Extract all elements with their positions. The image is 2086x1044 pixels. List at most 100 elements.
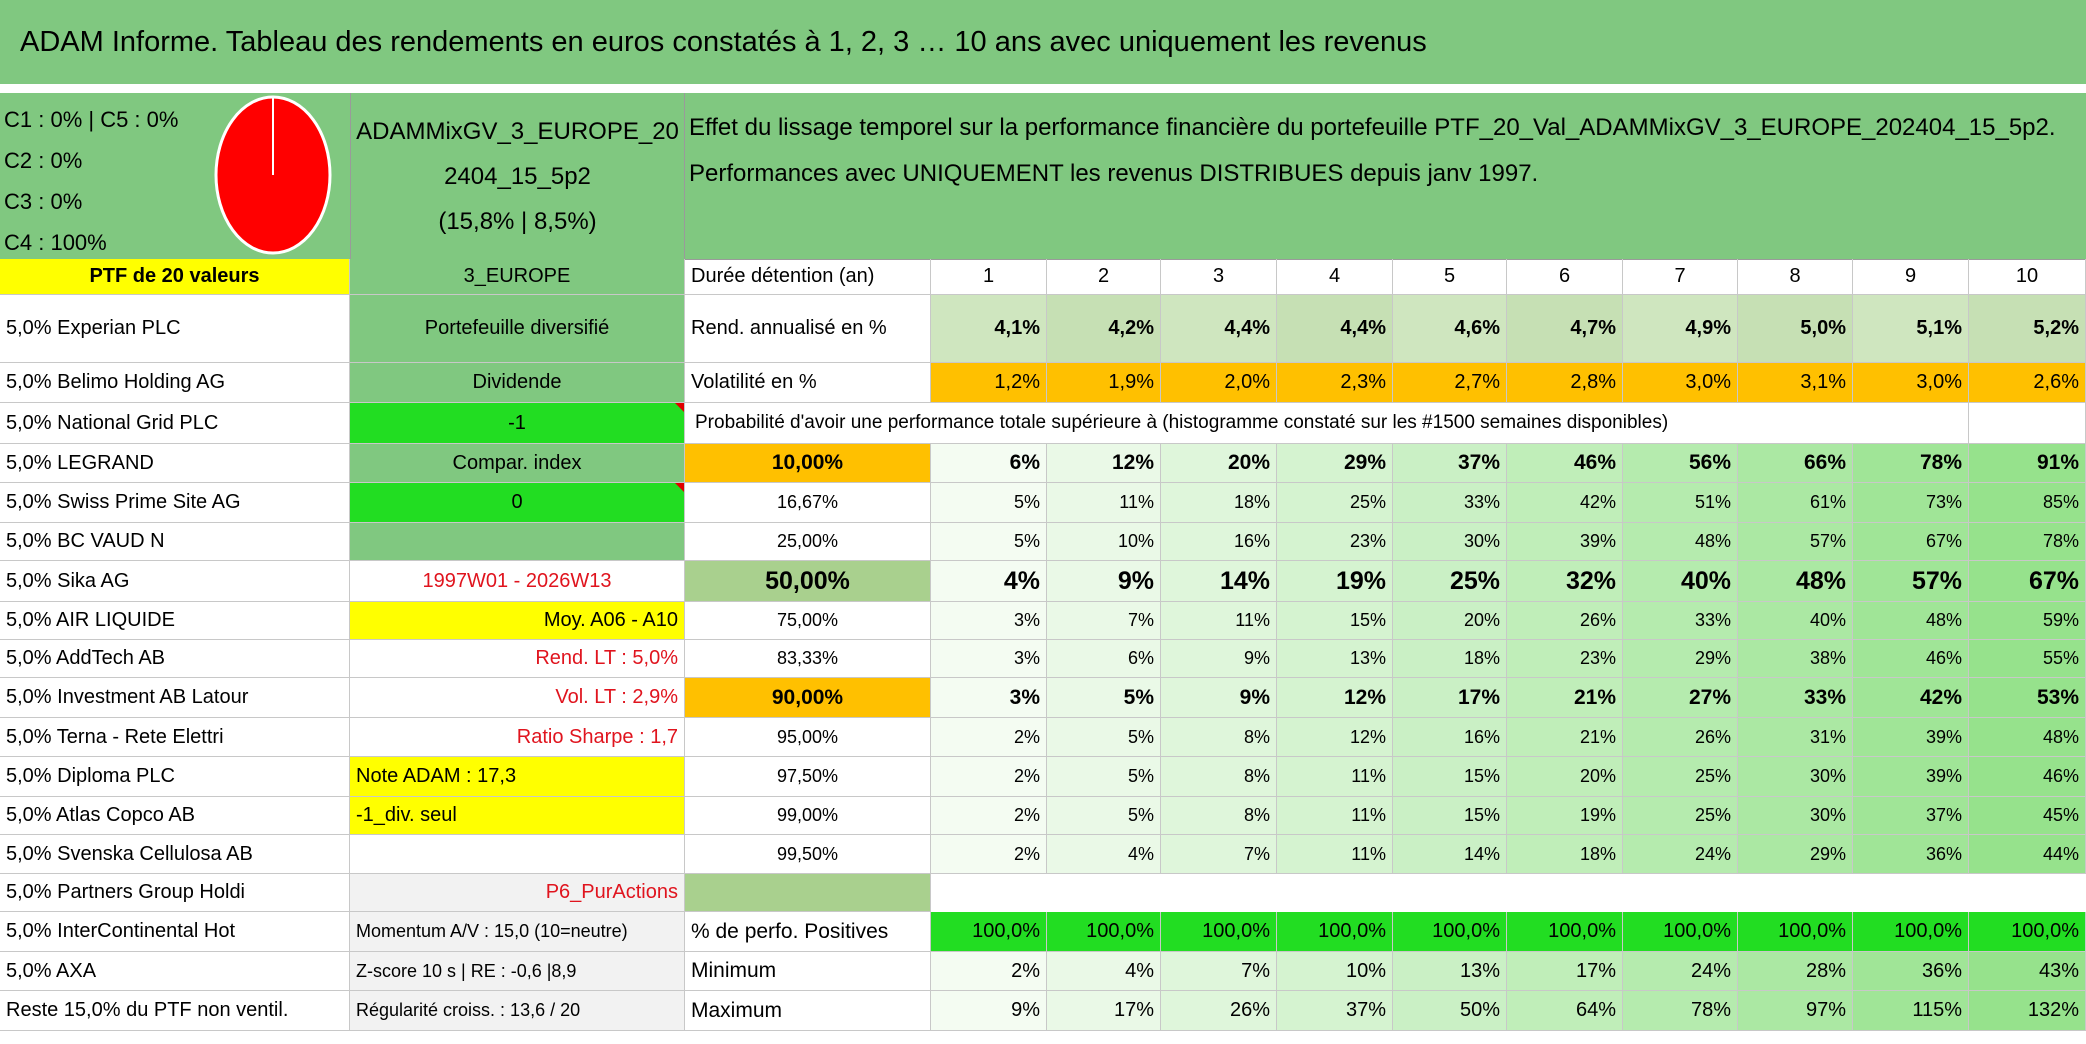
threshold: 90,00% — [685, 678, 931, 718]
threshold: 95,00% — [685, 718, 931, 757]
summary-label: Maximum — [685, 991, 931, 1031]
horizon: 10 — [1969, 259, 2086, 295]
spacer — [685, 874, 931, 912]
stat-value: 4,6% — [1393, 295, 1507, 363]
threshold: 10,00% — [685, 444, 931, 483]
probability-value: 33% — [1393, 483, 1507, 523]
legend-item: C3 : 0% — [4, 189, 83, 214]
summary-value: 132% — [1969, 991, 2086, 1031]
probability-value: 7% — [1161, 835, 1277, 874]
summary-value: 43% — [1969, 952, 2086, 991]
probability-value: 20% — [1161, 444, 1277, 483]
setting: Dividende — [350, 363, 685, 403]
summary-value: 7% — [1161, 952, 1277, 991]
probability-value: 37% — [1853, 797, 1969, 835]
summary-value: 100,0% — [1277, 912, 1393, 952]
stat-value: 4,7% — [1507, 295, 1623, 363]
summary-value: 28% — [1738, 952, 1853, 991]
probability-value: 73% — [1853, 483, 1969, 523]
portfolio-cell: ADAMMixGV_3_EUROPE_202404_15_5p2 (15,8% … — [350, 93, 685, 259]
probability-value: 48% — [1969, 718, 2086, 757]
stat-value: 1,9% — [1047, 363, 1161, 403]
summary-value: 100,0% — [1969, 912, 2086, 952]
legend-item: C4 : 100% — [4, 230, 107, 255]
probability-value: 5% — [1047, 797, 1161, 835]
holding: 5,0% AIR LIQUIDE — [0, 602, 350, 640]
probability-value: 11% — [1277, 797, 1393, 835]
threshold: 99,00% — [685, 797, 931, 835]
summary-value: 100,0% — [1853, 912, 1969, 952]
setting: Moy. A06 - A10 — [350, 602, 685, 640]
threshold: 25,00% — [685, 523, 931, 561]
probability-value: 11% — [1277, 757, 1393, 797]
setting: 3_EUROPE — [350, 259, 685, 295]
probability-value: 5% — [1047, 678, 1161, 718]
probability-value: 51% — [1623, 483, 1738, 523]
probability-value: 33% — [1623, 602, 1738, 640]
probability-value: 42% — [1507, 483, 1623, 523]
threshold: 83,33% — [685, 640, 931, 678]
title: ADAM Informe. Tableau des rendements en … — [20, 25, 1427, 58]
probability-value: 2% — [931, 718, 1047, 757]
setting: -1 — [350, 403, 685, 444]
portfolio-size: PTF de 20 valeurs — [0, 259, 350, 295]
probability-value: 12% — [1277, 678, 1393, 718]
probability-value: 39% — [1853, 718, 1969, 757]
probability-value: 6% — [1047, 640, 1161, 678]
probability-value: 15% — [1393, 757, 1507, 797]
setting — [350, 835, 685, 874]
probability-value: 15% — [1277, 602, 1393, 640]
probability-value: 19% — [1507, 797, 1623, 835]
summary-value: 10% — [1277, 952, 1393, 991]
probability-value: 61% — [1738, 483, 1853, 523]
stat-value: 2,8% — [1507, 363, 1623, 403]
holding: Reste 15,0% du PTF non ventil. — [0, 991, 350, 1031]
summary-value: 36% — [1853, 952, 1969, 991]
setting — [350, 523, 685, 561]
probability-value: 67% — [1969, 561, 2086, 602]
horizon: 1 — [931, 259, 1047, 295]
summary-value: 100,0% — [931, 912, 1047, 952]
probability-value: 5% — [1047, 757, 1161, 797]
summary-value: 100,0% — [1047, 912, 1161, 952]
stat-label: Volatilité en % — [685, 363, 931, 403]
probability-value: 9% — [1161, 678, 1277, 718]
probability-value: 26% — [1507, 602, 1623, 640]
probability-value: 42% — [1853, 678, 1969, 718]
probability-value: 19% — [1277, 561, 1393, 602]
holding: 5,0% Swiss Prime Site AG — [0, 483, 350, 523]
setting: Rend. LT : 5,0% — [350, 640, 685, 678]
probability-value: 33% — [1738, 678, 1853, 718]
probability-value: 23% — [1277, 523, 1393, 561]
setting: Compar. index — [350, 444, 685, 483]
summary-value: 100,0% — [1507, 912, 1623, 952]
horizon: 7 — [1623, 259, 1738, 295]
setting: -1_div. seul — [350, 797, 685, 835]
title-bar: ADAM Informe. Tableau des rendements en … — [0, 0, 2086, 84]
probability-value: 23% — [1507, 640, 1623, 678]
summary-value: 50% — [1393, 991, 1507, 1031]
holding: 5,0% InterContinental Hot — [0, 912, 350, 952]
probability-value: 66% — [1738, 444, 1853, 483]
probability-value: 21% — [1507, 678, 1623, 718]
probability-value: 29% — [1277, 444, 1393, 483]
summary-value: 17% — [1047, 991, 1161, 1031]
stat-value: 3,0% — [1623, 363, 1738, 403]
probability-value: 59% — [1969, 602, 2086, 640]
probability-value: 18% — [1161, 483, 1277, 523]
probability-value: 5% — [931, 523, 1047, 561]
summary-value: 37% — [1277, 991, 1393, 1031]
portfolio-stats: (15,8% | 8,5%) — [438, 207, 597, 235]
probability-value: 67% — [1853, 523, 1969, 561]
horizon: 2 — [1047, 259, 1161, 295]
holding: 5,0% Svenska Cellulosa AB — [0, 835, 350, 874]
summary-value: 100,0% — [1738, 912, 1853, 952]
horizon: 3 — [1161, 259, 1277, 295]
header-block: C1 : 0% | C5 : 0% C2 : 0% C3 : 0% C4 : 1… — [0, 93, 2086, 260]
probability-value: 4% — [931, 561, 1047, 602]
summary-value: 78% — [1623, 991, 1738, 1031]
holding: 5,0% Diploma PLC — [0, 757, 350, 797]
stat-value: 4,2% — [1047, 295, 1161, 363]
stat-value: 2,6% — [1969, 363, 2086, 403]
description: Effet du lissage temporel sur la perform… — [689, 114, 2056, 187]
